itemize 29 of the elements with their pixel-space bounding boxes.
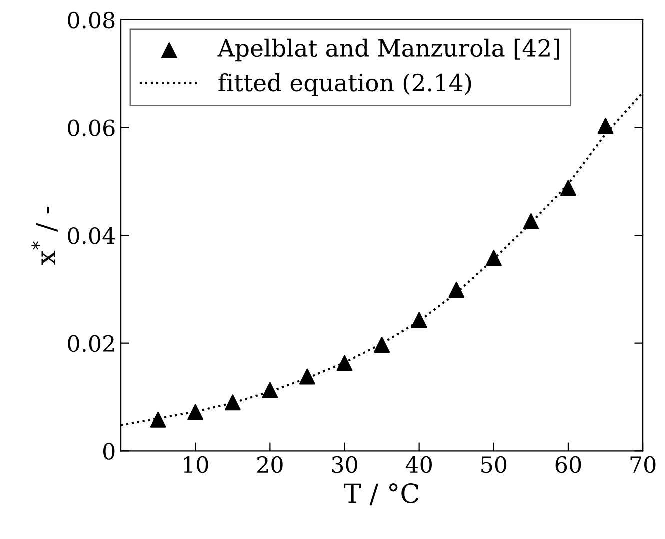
point <box>598 118 614 134</box>
point <box>262 382 278 398</box>
y-tick-label: 0.02 <box>68 335 114 352</box>
y-tick-label: 0 <box>103 443 115 460</box>
point <box>299 368 316 385</box>
y-tick-label: 0.08 <box>68 12 115 29</box>
x-tick-label: 50 <box>482 456 507 474</box>
x-axis-title: T / °C <box>344 484 419 506</box>
point <box>188 404 204 420</box>
point <box>523 214 540 230</box>
x-tick-label: 40 <box>406 456 432 474</box>
point <box>411 312 428 328</box>
x-tick-label: 10 <box>184 456 208 474</box>
x-tick-label: 20 <box>258 456 283 474</box>
point <box>560 180 576 196</box>
point <box>374 336 390 353</box>
y-tick-label: 0.06 <box>68 120 115 136</box>
point <box>336 355 353 372</box>
y-axis-title: x$^{*}$ / - <box>32 206 58 266</box>
point <box>224 394 241 411</box>
x-tick-label: 60 <box>556 456 582 474</box>
point <box>486 250 502 266</box>
point <box>448 282 465 298</box>
y-tick-label: 0.04 <box>68 227 116 244</box>
x-tick-label: 30 <box>332 456 358 474</box>
point <box>150 412 166 428</box>
x-tick-label: 70 <box>630 456 656 474</box>
legend-label: fitted equation (2.14) <box>218 73 472 96</box>
legend-label: Apelblat and Manzurola [42] <box>218 38 560 62</box>
